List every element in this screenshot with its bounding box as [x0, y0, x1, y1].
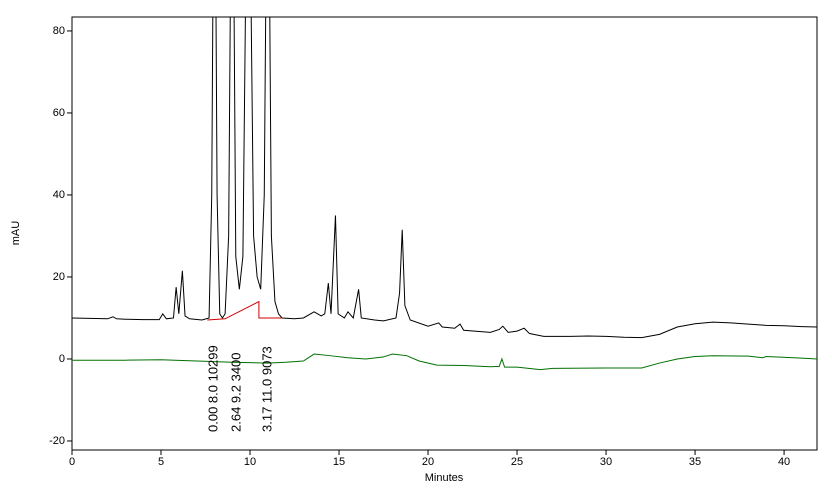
peak-annotation: 3.17 11.0 9073 — [259, 346, 274, 432]
x-tick-label: 0 — [69, 456, 75, 468]
trace — [207, 300, 283, 321]
y-axis-label: mAU — [10, 221, 22, 246]
x-tick-label: 35 — [689, 456, 701, 468]
x-tick-label: 25 — [511, 456, 523, 468]
traces — [72, 17, 817, 371]
x-tick-label: 20 — [422, 456, 434, 468]
x-tick-label: 5 — [158, 456, 164, 468]
peak-annotation: 0.00 8.0 10299 — [205, 345, 220, 432]
y-tick-label: 40 — [53, 189, 65, 201]
peak-annotation: 2.64 9.2 3400 — [228, 352, 243, 432]
x-tick-label: 30 — [600, 456, 612, 468]
y-tick-label: 80 — [53, 25, 65, 37]
y-tick-label: 60 — [53, 107, 65, 119]
x-tick-label: 10 — [244, 456, 256, 468]
y-tick-label: 20 — [53, 271, 65, 283]
trace — [72, 17, 817, 339]
y-tick-label: 0 — [59, 353, 65, 365]
x-tick-label: 15 — [333, 456, 345, 468]
y-tick-label: -20 — [49, 435, 65, 447]
plot-frame — [71, 16, 818, 451]
x-tick-label: 40 — [778, 456, 790, 468]
x-axis-label: Minutes — [425, 472, 464, 484]
trace — [72, 353, 817, 371]
